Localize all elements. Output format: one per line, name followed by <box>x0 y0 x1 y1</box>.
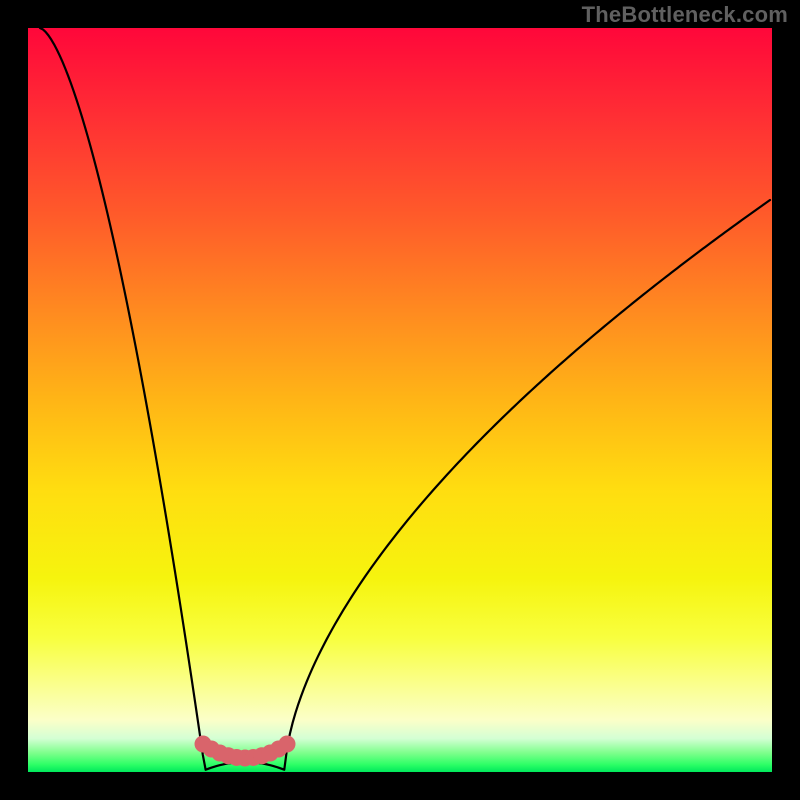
plot-area <box>28 28 772 772</box>
plot-background <box>28 28 772 772</box>
chart-root: { "canvas": { "width": 800, "height": 80… <box>0 0 800 800</box>
watermark-text: TheBottleneck.com <box>582 2 788 28</box>
plot-svg <box>28 28 772 772</box>
